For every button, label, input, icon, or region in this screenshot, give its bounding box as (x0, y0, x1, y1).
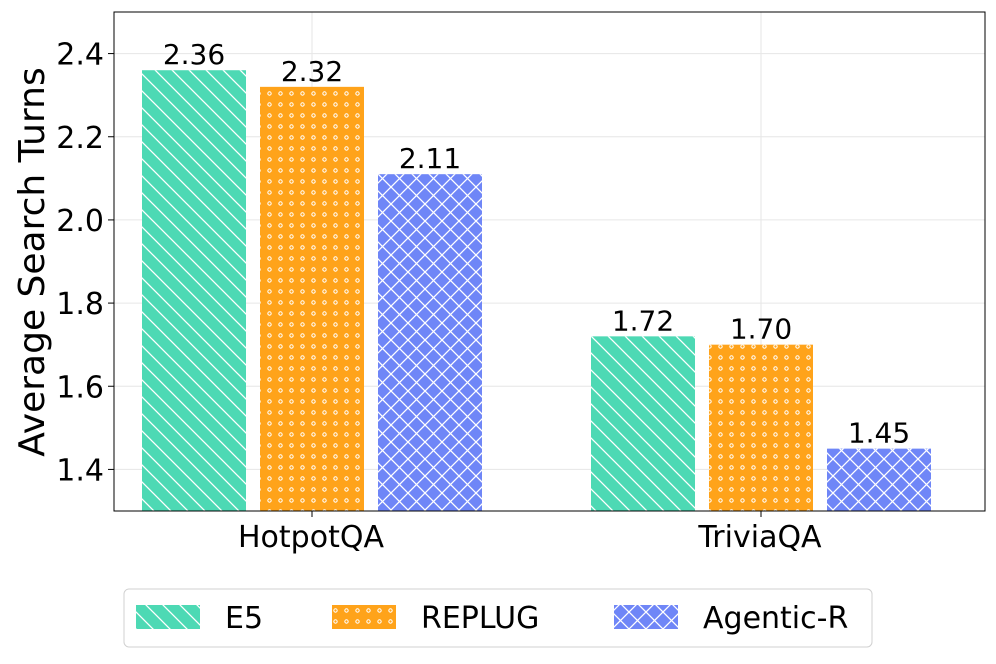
x-tick-label: HotpotQA (238, 520, 384, 555)
plot-frame (113, 11, 986, 512)
bar-hatch (142, 70, 246, 511)
bar-value-label: 2.32 (281, 55, 343, 88)
bar-replug-triviaqa (709, 344, 813, 511)
bar-replug-hotpotqa (260, 86, 364, 511)
bar-value-label: 1.45 (848, 417, 910, 450)
legend-label: REPLUG (421, 601, 539, 636)
legend-label: E5 (225, 601, 263, 636)
bar-hatch (591, 336, 695, 511)
x-tick-label: TriviaQA (697, 520, 822, 555)
legend-box (123, 588, 873, 648)
legend-swatch-hatch (136, 605, 200, 629)
y-tick-label: 2.4 (56, 38, 104, 73)
bar-value-label: 2.36 (163, 38, 225, 71)
y-axis-label: Average Search Turns (12, 67, 53, 456)
bar-value-label: 2.11 (399, 142, 461, 175)
bar-hatch (260, 86, 364, 511)
bar-value-label: 1.70 (730, 313, 792, 346)
legend-label: Agentic-R (703, 601, 848, 636)
y-tick-label: 1.6 (56, 370, 104, 405)
bar-hatch (709, 344, 813, 511)
legend-swatch-hatch (614, 605, 678, 629)
legend: E5 REPLUG Agentic-R (123, 588, 873, 648)
bar-e5-triviaqa (591, 336, 695, 511)
y-tick-label: 1.8 (56, 287, 104, 322)
y-tick-label: 1.4 (56, 453, 104, 488)
y-tick-label: 2.2 (56, 121, 104, 156)
bar-hatch (378, 174, 482, 512)
legend-entry-e5: E5 (136, 601, 263, 636)
bar-value-label: 1.72 (612, 304, 674, 337)
y-tick-label: 2.0 (56, 204, 104, 239)
bar-agentic-r-triviaqa (827, 448, 931, 511)
legend-swatch-hatch (332, 605, 396, 629)
bar-agentic-r-hotpotqa (378, 174, 482, 512)
legend-entry-replug: REPLUG (332, 601, 539, 636)
bar-e5-hotpotqa (142, 70, 246, 511)
bar-hatch (827, 448, 931, 511)
legend-entry-agentic-r: Agentic-R (614, 601, 848, 636)
